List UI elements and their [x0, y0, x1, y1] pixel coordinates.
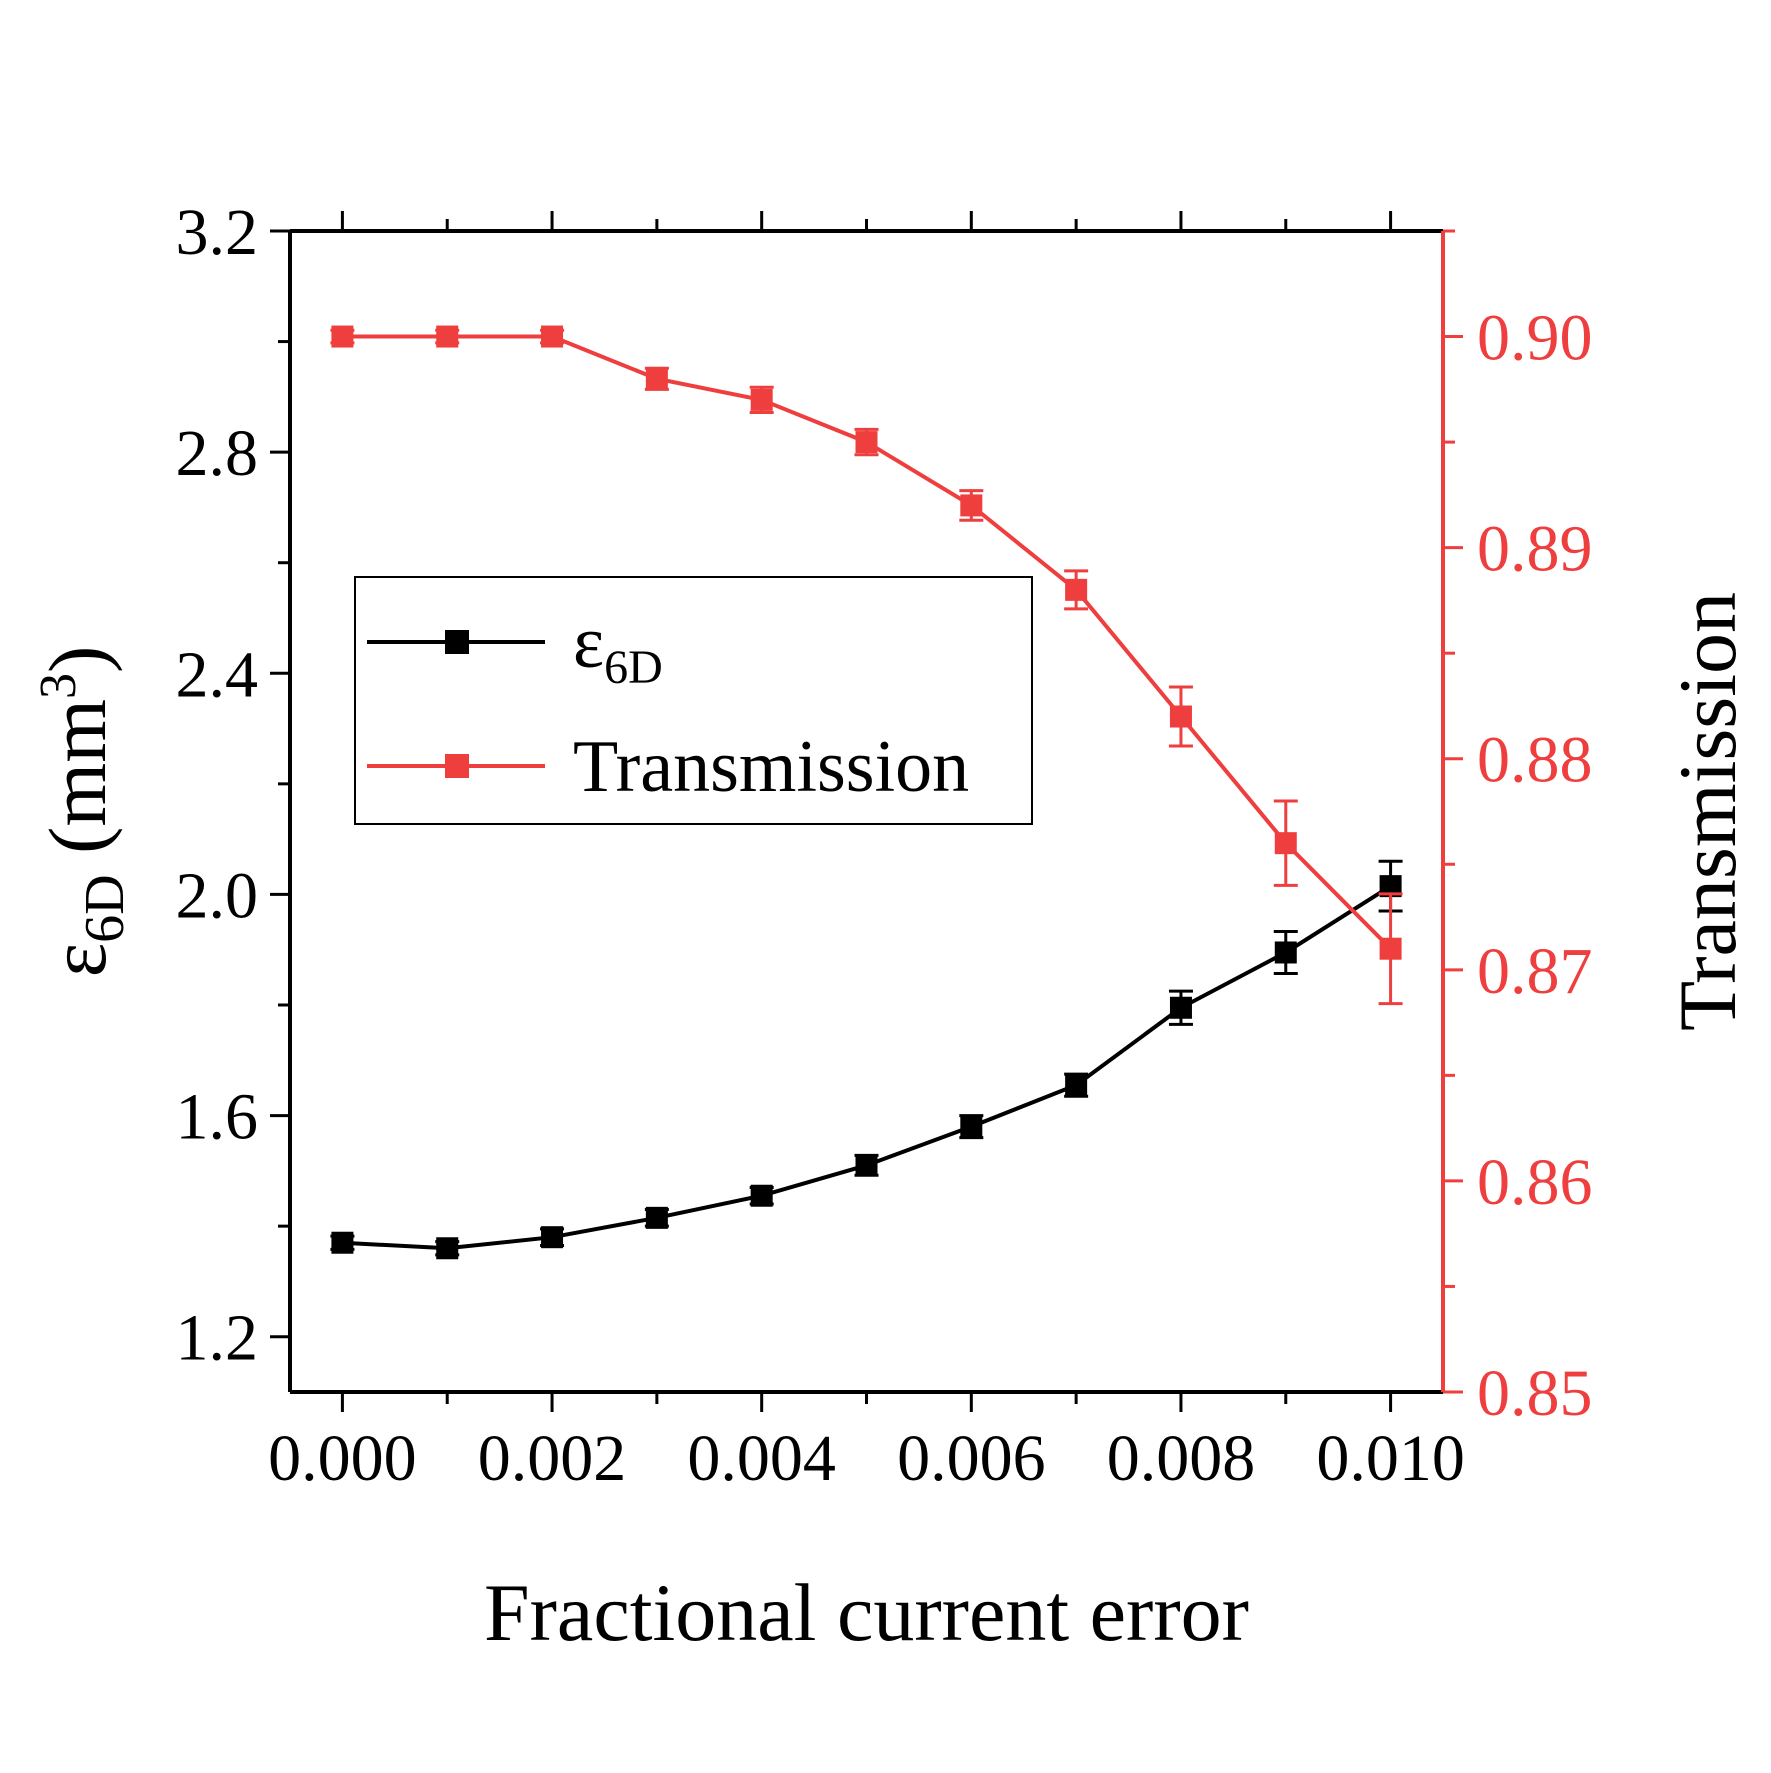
- data-point: [750, 1184, 773, 1207]
- legend-marker: [445, 630, 469, 654]
- y-left-tick-label: 1.6: [176, 1081, 259, 1154]
- y-axis-label-left: ε6D (mm3): [30, 646, 136, 978]
- legend-label-subscript: 6D: [604, 641, 663, 694]
- y-axis-label-left-part: ): [32, 646, 123, 673]
- y-left-tick-label: 2.0: [176, 859, 259, 932]
- axes-layer: [270, 211, 1463, 1412]
- series-transmission: [330, 325, 1403, 1006]
- y-right-tick-label: 0.87: [1477, 935, 1593, 1008]
- legend-marker: [445, 754, 469, 778]
- y-right-tick-label: 0.86: [1477, 1146, 1593, 1219]
- data-point: [855, 1154, 878, 1177]
- y-right-tick-label: 0.85: [1477, 1357, 1593, 1430]
- legend-label-text: Transmission: [573, 726, 969, 808]
- y-axis-label-left-part: 6D: [74, 874, 136, 942]
- legend-box: [354, 576, 1033, 825]
- legend-label: ε6D: [573, 602, 663, 694]
- data-point: [1169, 996, 1192, 1019]
- y-left-tick-label: 2.8: [176, 417, 259, 490]
- x-tick-label: 0.006: [897, 1422, 1046, 1495]
- data-point: [1274, 941, 1297, 964]
- data-point: [645, 367, 668, 390]
- legend-label-text: ε: [573, 602, 604, 684]
- data-point: [1379, 937, 1402, 960]
- y-right-tick-label: 0.88: [1477, 724, 1593, 797]
- data-point: [1065, 578, 1088, 601]
- data-point: [1169, 705, 1192, 728]
- data-point: [1379, 875, 1402, 898]
- legend: ε6D Transmission: [354, 576, 1033, 825]
- data-point: [541, 325, 564, 348]
- x-axis-label: Fractional current error: [484, 1567, 1249, 1658]
- data-point: [750, 388, 773, 411]
- data-point: [1274, 832, 1297, 855]
- data-point: [436, 1237, 459, 1260]
- data-point: [960, 1115, 983, 1138]
- x-tick-label: 0.002: [478, 1422, 627, 1495]
- data-point: [855, 431, 878, 454]
- data-point: [541, 1226, 564, 1249]
- y-axis-label-right: Transmission: [1662, 592, 1753, 1031]
- y-left-tick-label: 1.2: [176, 1302, 259, 1375]
- series-layer: [330, 325, 1403, 1260]
- y-axis-label-left-part: ε: [32, 943, 123, 977]
- data-point: [1065, 1074, 1088, 1097]
- axis-labels: 0.000 0.002 0.004 0.006 0.008 0.010 1.2 1.6 2.0 2…: [30, 196, 1753, 1658]
- x-tick-label: 0.010: [1316, 1422, 1465, 1495]
- y-right-tick-label: 0.89: [1477, 513, 1593, 586]
- x-tick-label: 0.008: [1107, 1422, 1256, 1495]
- y-left-tick-label: 2.4: [176, 638, 259, 711]
- x-tick-label: 0.004: [687, 1422, 836, 1495]
- y-axis-label-left-part: (mm: [32, 699, 123, 874]
- data-point: [331, 1231, 354, 1254]
- series-epsilon-6d: [330, 859, 1403, 1260]
- y-axis-label-left-part: 3: [30, 673, 87, 699]
- data-point: [331, 325, 354, 348]
- y-right-tick-label: 0.90: [1477, 302, 1593, 375]
- x-tick-label: 0.000: [268, 1422, 417, 1495]
- data-point: [436, 325, 459, 348]
- y-left-tick-label: 3.2: [176, 196, 259, 269]
- data-point: [960, 494, 983, 517]
- data-point: [645, 1206, 668, 1229]
- legend-label: Transmission: [573, 726, 969, 808]
